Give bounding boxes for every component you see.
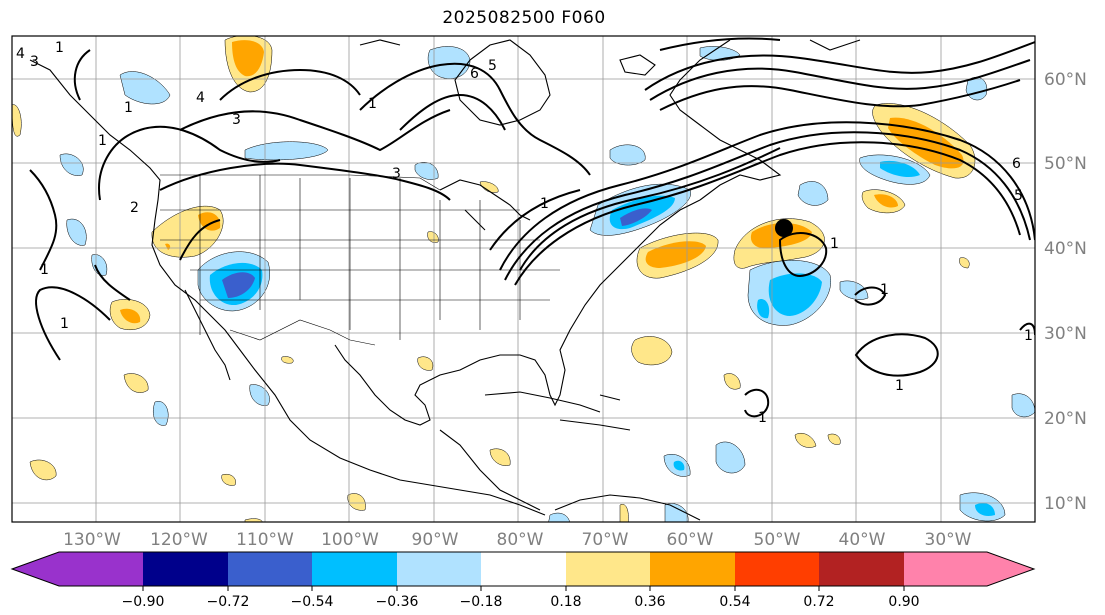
lon-label: 50°W	[754, 530, 801, 550]
colorbar: −0.90 −0.72 −0.54 −0.36 −0.18 0.18 0.36 …	[10, 551, 1036, 610]
colorbar-ticks	[142, 586, 905, 591]
map-panel: 4 3 1 4 1 2 3 1 3 1 1 1 1 6 5 1 1 6 5 1 …	[12, 36, 1035, 522]
colorbar-tick-labels: −0.90 −0.72 −0.54 −0.36 −0.18 0.18 0.36 …	[122, 594, 920, 610]
colorbar-segment	[819, 552, 904, 586]
contours	[29, 37, 1035, 418]
contour-label: 3	[232, 112, 241, 128]
contour-label: 4	[16, 46, 25, 62]
colorbar-tick-label: −0.90	[122, 594, 165, 610]
contour-label: 1	[758, 410, 767, 426]
contour-label: 1	[880, 282, 889, 298]
colorbar-segment	[143, 552, 228, 586]
longitude-labels: 130°W 120°W 110°W 100°W 90°W 80°W 70°W 6…	[63, 530, 972, 550]
coastlines	[29, 39, 861, 521]
lon-label: 60°W	[667, 530, 714, 550]
contour-label: 6	[1012, 156, 1021, 172]
contour-label: 1	[1024, 328, 1033, 344]
lat-label: 30°N	[1044, 324, 1087, 344]
colorbar-segment	[735, 552, 819, 586]
map-title: 2025082500 F060	[442, 8, 606, 28]
colorbar-segment	[481, 552, 566, 586]
lon-label: 110°W	[236, 530, 294, 550]
contour-label: 1	[55, 40, 64, 56]
colorbar-tick-label: 0.72	[803, 594, 834, 610]
contour-label: 5	[488, 58, 497, 74]
lat-label: 10°N	[1044, 494, 1087, 514]
colorbar-tick-label: 0.54	[719, 594, 750, 610]
storm-position-marker	[775, 219, 793, 237]
colorbar-tick-label: −0.18	[460, 594, 503, 610]
colorbar-tick-label: −0.72	[207, 594, 250, 610]
gridlines	[12, 36, 1035, 522]
colorbar-segment	[312, 552, 397, 586]
lon-label: 100°W	[321, 530, 379, 550]
colorbar-tick-label: 0.36	[634, 594, 665, 610]
lat-label: 20°N	[1044, 409, 1087, 429]
colorbar-extend-min	[12, 552, 59, 586]
colorbar-tick-label: −0.36	[376, 594, 419, 610]
contour-label: 1	[540, 196, 549, 212]
colorbar-segment	[59, 552, 143, 586]
contour-label: 1	[368, 96, 377, 112]
lon-label: 40°W	[839, 530, 886, 550]
lon-label: 130°W	[63, 530, 121, 550]
colorbar-extend-max	[987, 552, 1034, 586]
lat-label: 40°N	[1044, 239, 1087, 259]
lon-label: 70°W	[582, 530, 629, 550]
lat-label: 60°N	[1044, 70, 1087, 90]
lon-label: 120°W	[150, 530, 208, 550]
colorbar-tick-label: −0.54	[291, 594, 334, 610]
colorbar-segment	[566, 552, 650, 586]
lon-label: 90°W	[412, 530, 459, 550]
lat-label: 50°N	[1044, 154, 1087, 174]
colorbar-segment	[228, 552, 312, 586]
lon-label: 80°W	[497, 530, 544, 550]
contour-label: 1	[60, 316, 69, 332]
contour-label: 6	[470, 66, 479, 82]
contour-label: 2	[130, 200, 139, 216]
lon-label: 30°W	[925, 530, 972, 550]
latitude-labels: 60°N 50°N 40°N 30°N 20°N 10°N	[1044, 70, 1087, 514]
colorbar-outline	[10, 551, 1036, 587]
contour-label: 1	[895, 378, 904, 394]
contour-label: 3	[30, 54, 39, 70]
contour-label: 5	[1014, 188, 1023, 204]
colorbar-segment	[904, 552, 987, 586]
colorbar-segment	[397, 552, 481, 586]
contour-label-group: 4 3 1 4 1 2 3 1 3 1 1 1 1 6 5 1 1 6 5 1 …	[16, 40, 1033, 426]
contour-label: 1	[40, 262, 49, 278]
contour-label: 1	[98, 133, 107, 149]
contour-label: 3	[392, 166, 401, 182]
contour-label: 4	[196, 90, 205, 106]
political-borders	[160, 174, 560, 346]
colorbar-tick-label: 0.90	[888, 594, 919, 610]
colorbar-tick-label: 0.18	[550, 594, 581, 610]
contour-label: 1	[830, 236, 839, 252]
map-frame	[11, 35, 1036, 523]
colorbar-segment	[650, 552, 735, 586]
contour-label: 1	[124, 100, 133, 116]
